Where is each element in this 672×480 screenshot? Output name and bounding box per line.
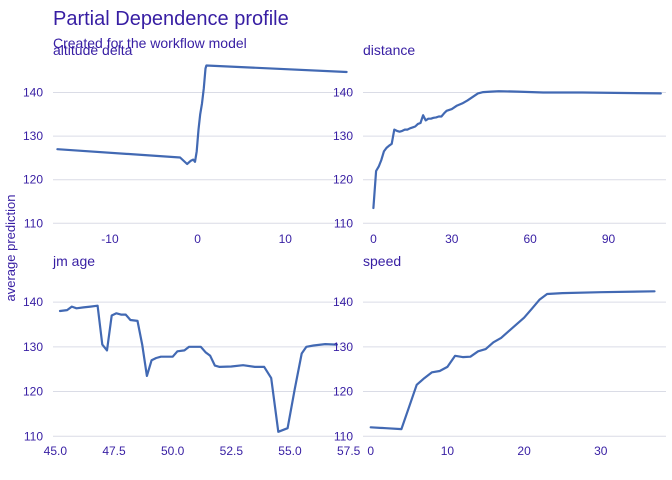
series-line-distance bbox=[372, 90, 662, 210]
y-tick-label-jm_age-0: 110 bbox=[24, 429, 43, 443]
chart-title: Partial Dependence profile bbox=[53, 8, 289, 30]
y-tick-label-distance-3: 140 bbox=[333, 86, 353, 100]
x-tick-label-speed-3: 30 bbox=[594, 444, 608, 458]
chart-subtitle: Created for the workflow model bbox=[53, 35, 247, 51]
x-tick-label-altitude_delta-0: -10 bbox=[101, 232, 119, 246]
y-tick-label-speed-3: 140 bbox=[333, 295, 353, 309]
panel-jm_age: jm age 110 120 130 140 45.0 47.5 50.0 52.5 55.0 57… bbox=[23, 253, 361, 458]
x-tick-label-speed-0: 0 bbox=[367, 444, 374, 458]
y-tick-label-distance-2: 130 bbox=[333, 129, 353, 143]
series-line-jm_age bbox=[58, 304, 338, 433]
x-tick-label-jm_age-0: 45.0 bbox=[44, 444, 68, 458]
strip-label-speed: speed bbox=[363, 253, 401, 269]
y-tick-label-speed-0: 110 bbox=[334, 429, 353, 443]
x-tick-label-speed-1: 10 bbox=[441, 444, 455, 458]
y-tick-label-altitude_delta-1: 120 bbox=[23, 173, 43, 187]
facet-panels: altitude delta 110 120 130 140 -10 0 10 distance… bbox=[23, 42, 666, 458]
panel-distance: distance 110 120 130 140 0 30 60 90 bbox=[333, 42, 666, 246]
x-tick-label-jm_age-3: 52.5 bbox=[220, 444, 244, 458]
panel-speed: speed 110 120 130 140 0 10 20 30 bbox=[333, 253, 666, 458]
series-line-altitude_delta bbox=[56, 64, 348, 166]
x-tick-label-distance-2: 60 bbox=[523, 232, 537, 246]
x-tick-label-jm_age-2: 50.0 bbox=[161, 444, 185, 458]
y-tick-label-speed-2: 130 bbox=[333, 340, 353, 354]
y-tick-label-altitude_delta-2: 130 bbox=[23, 129, 43, 143]
y-tick-label-speed-1: 120 bbox=[333, 385, 353, 399]
y-tick-label-distance-1: 120 bbox=[333, 173, 353, 187]
strip-label-jm_age: jm age bbox=[52, 253, 95, 269]
x-tick-label-altitude_delta-2: 10 bbox=[279, 232, 293, 246]
y-tick-label-altitude_delta-3: 140 bbox=[23, 86, 43, 100]
y-axis-label: average prediction bbox=[3, 195, 18, 302]
panel-altitude_delta: altitude delta 110 120 130 140 -10 0 10 bbox=[23, 42, 351, 246]
x-tick-label-jm_age-1: 47.5 bbox=[102, 444, 126, 458]
series-line-speed bbox=[369, 290, 656, 431]
y-tick-label-distance-0: 110 bbox=[334, 216, 353, 230]
x-tick-label-distance-0: 0 bbox=[370, 232, 377, 246]
x-tick-label-altitude_delta-1: 0 bbox=[194, 232, 201, 246]
x-tick-label-distance-1: 30 bbox=[445, 232, 459, 246]
y-tick-label-jm_age-1: 120 bbox=[23, 385, 43, 399]
x-tick-label-distance-3: 90 bbox=[602, 232, 616, 246]
x-tick-label-jm_age-5: 57.5 bbox=[337, 444, 361, 458]
y-tick-label-altitude_delta-0: 110 bbox=[24, 216, 43, 230]
strip-label-distance: distance bbox=[363, 42, 415, 58]
y-tick-label-jm_age-2: 130 bbox=[23, 340, 43, 354]
y-tick-label-jm_age-3: 140 bbox=[23, 295, 43, 309]
x-tick-label-jm_age-4: 55.0 bbox=[278, 444, 302, 458]
x-tick-label-speed-2: 20 bbox=[517, 444, 531, 458]
strip-label-altitude_delta: altitude delta bbox=[53, 42, 133, 58]
